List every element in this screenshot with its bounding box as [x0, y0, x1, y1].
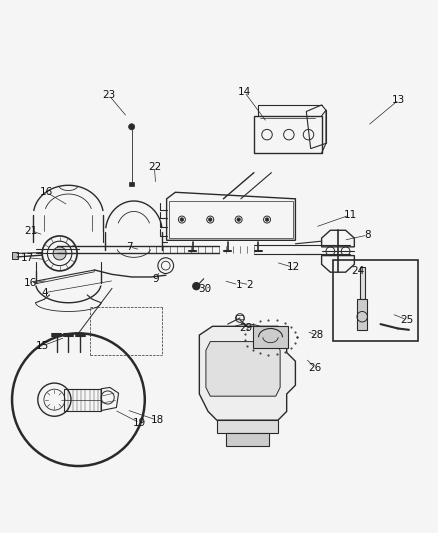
Text: 16: 16: [24, 278, 37, 288]
Bar: [64, 389, 101, 410]
Text: 18: 18: [150, 415, 164, 425]
Text: 30: 30: [198, 284, 212, 294]
Text: 4: 4: [41, 288, 48, 298]
Text: 15: 15: [35, 341, 49, 351]
Text: 25: 25: [400, 315, 413, 325]
Text: 23: 23: [102, 91, 116, 100]
Text: 7: 7: [126, 242, 133, 252]
Text: 28: 28: [311, 330, 324, 341]
Polygon shape: [226, 433, 269, 446]
Bar: [169, 201, 293, 238]
Text: 29: 29: [240, 324, 253, 334]
Text: 14: 14: [238, 87, 251, 97]
Circle shape: [129, 124, 135, 130]
Text: 1: 1: [235, 280, 242, 290]
Text: 13: 13: [392, 95, 406, 104]
Bar: [12, 252, 18, 259]
Bar: [332, 260, 418, 341]
Text: 19: 19: [133, 418, 146, 428]
Text: 16: 16: [40, 187, 53, 197]
Circle shape: [237, 218, 240, 221]
Circle shape: [208, 218, 212, 221]
Text: 26: 26: [308, 363, 321, 373]
Text: 24: 24: [351, 266, 364, 276]
Text: 12: 12: [286, 262, 300, 272]
Text: 2: 2: [246, 280, 253, 290]
Polygon shape: [206, 342, 280, 396]
Polygon shape: [199, 326, 295, 420]
Text: 11: 11: [343, 210, 357, 220]
Circle shape: [193, 282, 200, 289]
Bar: [360, 266, 365, 299]
Text: 17: 17: [21, 253, 35, 263]
Bar: [130, 182, 134, 185]
Text: 8: 8: [364, 230, 371, 240]
Text: 9: 9: [152, 274, 159, 284]
Bar: [357, 299, 367, 330]
Circle shape: [180, 218, 184, 221]
Circle shape: [265, 218, 269, 221]
Text: 22: 22: [148, 162, 161, 172]
Text: 21: 21: [25, 225, 38, 236]
Polygon shape: [217, 420, 278, 433]
Bar: [253, 326, 288, 348]
Circle shape: [53, 247, 66, 260]
